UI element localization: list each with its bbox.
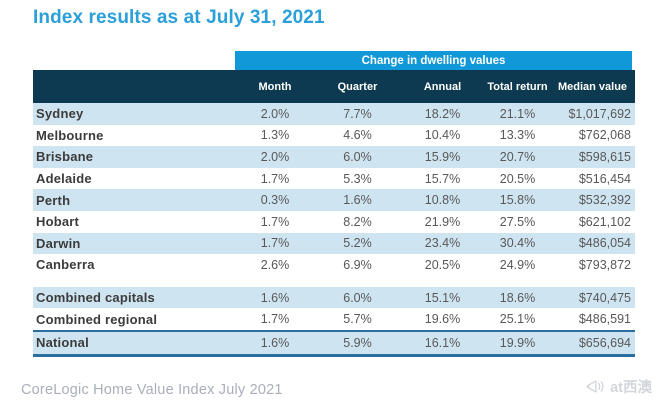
table-row-perth: Perth 0.3% 1.6% 10.8% 15.8% $532,392 bbox=[33, 189, 635, 211]
cell-month: 2.0% bbox=[260, 149, 290, 164]
cell-month: 1.7% bbox=[260, 214, 290, 229]
row-label: Combined regional bbox=[36, 311, 158, 327]
row-label: Combined capitals bbox=[36, 290, 155, 306]
cell-quarter: 5.2% bbox=[343, 236, 372, 251]
table-header-row: Month Quarter Annual Total return Median… bbox=[33, 70, 635, 103]
cell-quarter: 7.7% bbox=[343, 106, 372, 121]
cell-annual: 16.1% bbox=[424, 335, 461, 350]
cell-median-value: $656,694 bbox=[578, 335, 631, 350]
cell-median-value: $1,017,692 bbox=[568, 106, 631, 121]
cell-month: 1.7% bbox=[260, 236, 290, 251]
page-title: Index results as at July 31, 2021 bbox=[33, 7, 325, 28]
cell-annual: 15.7% bbox=[424, 171, 461, 186]
source-caption: CoreLogic Home Value Index July 2021 bbox=[21, 382, 283, 398]
cell-total-return: 24.9% bbox=[499, 257, 536, 272]
cell-month: 2.0% bbox=[260, 106, 290, 121]
cell-total-return: 19.9% bbox=[499, 335, 536, 350]
cell-total-return: 18.6% bbox=[499, 290, 536, 305]
cell-annual: 23.4% bbox=[424, 236, 461, 251]
cell-quarter: 6.0% bbox=[343, 149, 372, 164]
cell-quarter: 5.3% bbox=[343, 171, 372, 186]
cell-total-return: 30.4% bbox=[499, 236, 536, 251]
column-header-total-return: Total return bbox=[487, 80, 548, 93]
table-row-national: National 1.6% 5.9% 16.1% 19.9% $656,694 bbox=[33, 329, 635, 357]
cell-annual: 15.9% bbox=[424, 149, 461, 164]
row-label: Darwin bbox=[36, 235, 81, 251]
cell-month: 1.7% bbox=[260, 312, 290, 327]
megaphone-icon bbox=[585, 378, 605, 395]
row-label: Adelaide bbox=[36, 171, 92, 187]
cell-median-value: $532,392 bbox=[578, 193, 631, 208]
cell-quarter: 6.0% bbox=[343, 290, 372, 305]
table-row-darwin: Darwin 1.7% 5.2% 23.4% 30.4% $486,054 bbox=[33, 232, 635, 255]
cell-annual: 18.2% bbox=[424, 106, 461, 121]
cell-quarter: 6.9% bbox=[343, 257, 372, 272]
cell-total-return: 27.5% bbox=[499, 214, 536, 229]
cell-month: 1.3% bbox=[260, 128, 290, 143]
cell-total-return: 21.1% bbox=[499, 106, 536, 121]
row-label: Brisbane bbox=[36, 149, 94, 165]
cell-month: 0.3% bbox=[260, 193, 290, 208]
row-label: Sydney bbox=[36, 106, 84, 122]
cell-annual: 19.6% bbox=[424, 312, 461, 327]
cell-annual: 10.8% bbox=[424, 193, 461, 208]
cell-median-value: $486,591 bbox=[578, 312, 631, 327]
row-label: National bbox=[36, 335, 89, 351]
cell-month: 1.7% bbox=[260, 171, 290, 186]
cell-month: 2.6% bbox=[260, 257, 290, 272]
cell-median-value: $621,102 bbox=[578, 214, 631, 229]
cell-total-return: 15.8% bbox=[499, 193, 536, 208]
cell-median-value: $762,068 bbox=[578, 128, 631, 143]
cell-median-value: $793,872 bbox=[578, 257, 631, 272]
table-row-combined-regional: Combined regional 1.7% 5.7% 19.6% 25.1% … bbox=[33, 308, 635, 330]
row-label: Hobart bbox=[36, 214, 80, 230]
cell-month: 1.6% bbox=[260, 290, 290, 305]
table-group-header: Change in dwelling values bbox=[235, 51, 632, 70]
cell-median-value: $598,615 bbox=[578, 149, 631, 164]
cell-quarter: 5.7% bbox=[343, 312, 372, 327]
table-group-header-label: Change in dwelling values bbox=[361, 54, 506, 67]
column-header-median-value: Median value bbox=[557, 80, 628, 93]
cell-quarter: 5.9% bbox=[343, 335, 372, 350]
watermark: at西澳 bbox=[585, 376, 652, 397]
cell-total-return: 13.3% bbox=[499, 128, 536, 143]
table-row-melbourne: Melbourne 1.3% 4.6% 10.4% 13.3% $762,068 bbox=[33, 125, 635, 147]
column-header-annual: Annual bbox=[423, 80, 462, 93]
column-header-month: Month bbox=[258, 80, 292, 93]
cell-annual: 20.5% bbox=[424, 257, 461, 272]
cell-total-return: 20.5% bbox=[499, 171, 536, 186]
cell-month: 1.6% bbox=[260, 335, 290, 350]
cell-annual: 21.9% bbox=[424, 214, 461, 229]
table-row-canberra: Canberra 2.6% 6.9% 20.5% 24.9% $793,872 bbox=[33, 254, 635, 276]
cell-median-value: $740,475 bbox=[578, 290, 631, 305]
row-label: Melbourne bbox=[36, 127, 104, 143]
cell-median-value: $516,454 bbox=[578, 171, 631, 186]
cell-quarter: 1.6% bbox=[343, 193, 372, 208]
row-label: Perth bbox=[36, 192, 71, 208]
cell-total-return: 25.1% bbox=[499, 312, 536, 327]
cell-quarter: 8.2% bbox=[343, 214, 372, 229]
row-label: Canberra bbox=[36, 257, 95, 273]
cell-total-return: 20.7% bbox=[499, 149, 536, 164]
table-row-brisbane: Brisbane 2.0% 6.0% 15.9% 20.7% $598,615 bbox=[33, 146, 635, 168]
table-row-combined-capitals: Combined capitals 1.6% 6.0% 15.1% 18.6% … bbox=[33, 286, 635, 309]
cell-quarter: 4.6% bbox=[343, 128, 372, 143]
column-header-quarter: Quarter bbox=[337, 80, 378, 93]
table-body: Sydney 2.0% 7.7% 18.2% 21.1% $1,017,692 … bbox=[33, 103, 635, 357]
cell-annual: 15.1% bbox=[424, 290, 461, 305]
table-spacer-row bbox=[33, 275, 635, 287]
watermark-label: at西澳 bbox=[610, 380, 652, 396]
cell-median-value: $486,054 bbox=[578, 236, 631, 251]
table-row-hobart: Hobart 1.7% 8.2% 21.9% 27.5% $621,102 bbox=[33, 211, 635, 233]
table-row-sydney: Sydney 2.0% 7.7% 18.2% 21.1% $1,017,692 bbox=[33, 103, 635, 125]
cell-annual: 10.4% bbox=[424, 128, 461, 143]
table-row-adelaide: Adelaide 1.7% 5.3% 15.7% 20.5% $516,454 bbox=[33, 168, 635, 190]
